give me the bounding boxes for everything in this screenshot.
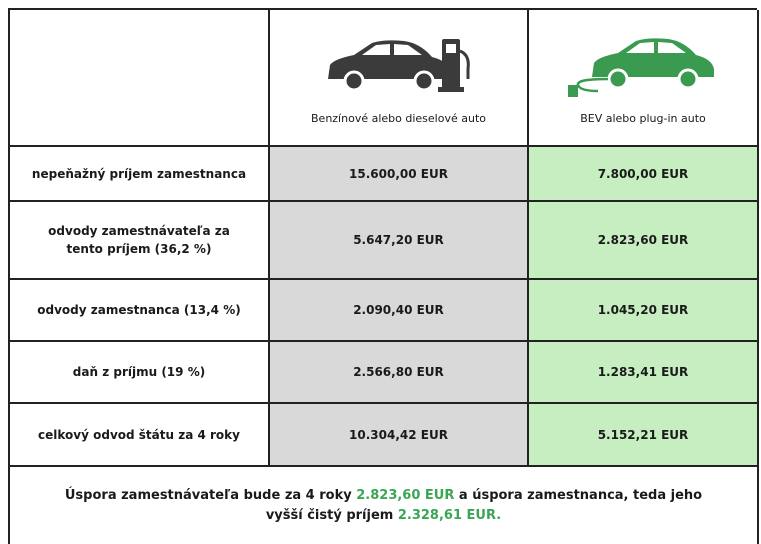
footer-amount: 2.328,61 EUR.	[397, 507, 502, 523]
header-label: Benzínové alebo dieselové auto	[311, 111, 486, 125]
bev-value: 1.045,20 EUR	[529, 280, 759, 342]
header-petrol: Benzínové alebo dieselové auto	[270, 10, 529, 147]
footer-note: Úspora zamestnávateľa bude za 4 roky 2.8…	[10, 467, 759, 544]
ev-car-icon	[568, 37, 714, 97]
petrol-car-icon	[327, 38, 470, 92]
petrol-value: 5.647,20 EUR	[270, 202, 529, 280]
bev-value: 5.152,21 EUR	[529, 404, 759, 467]
petrol-value: 2.566,80 EUR	[270, 342, 529, 404]
bev-value: 2.823,60 EUR	[529, 202, 759, 280]
bev-value: 1.283,41 EUR	[529, 342, 759, 404]
empty-header-cell	[10, 10, 270, 147]
row-label: odvody zamestnanca (13,4 %)	[10, 280, 270, 342]
petrol-value: 2.090,40 EUR	[270, 280, 529, 342]
header-bev: BEV alebo plug-in auto	[529, 10, 759, 147]
petrol-value: 10.304,42 EUR	[270, 404, 529, 467]
petrol-value: 15.600,00 EUR	[270, 147, 529, 202]
bev-value: 7.800,00 EUR	[529, 147, 759, 202]
footer-text: Úspora zamestnávateľa bude za 4 roky 2.8…	[50, 486, 717, 525]
row-label: odvody zamestnávateľa za tento príjem (3…	[10, 202, 270, 280]
row-label: daň z príjmu (19 %)	[10, 342, 270, 404]
row-label: nepeňažný príjem zamestnanca	[10, 147, 270, 202]
footer-text: a úspora zamestnanca, teda jeho vyšší či…	[265, 488, 703, 523]
comparison-table: Benzínové alebo dieselové auto BEV alebo…	[8, 8, 759, 544]
header-label: BEV alebo plug-in auto	[580, 111, 706, 125]
footer-amount: 2.823,60 EUR	[356, 488, 455, 503]
footer-text: Úspora zamestnávateľa bude za 4 roky	[64, 488, 352, 503]
row-label: celkový odvod štátu za 4 roky	[10, 404, 270, 467]
